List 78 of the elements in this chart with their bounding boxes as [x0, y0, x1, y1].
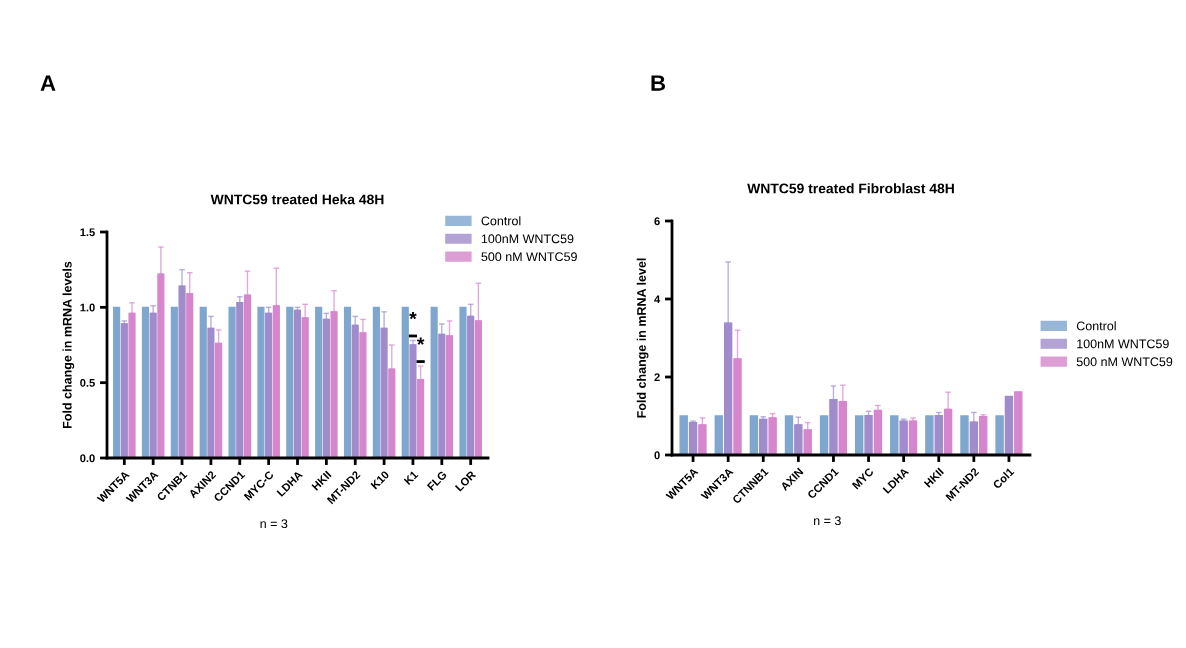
bar [768, 417, 777, 455]
bar [714, 415, 724, 455]
bar [459, 306, 467, 458]
bar [803, 429, 812, 455]
bar [120, 323, 128, 458]
y-tick-label: 1.5 [80, 228, 95, 237]
bar [388, 368, 396, 458]
bar [908, 420, 918, 455]
bar [854, 415, 864, 455]
text: A [40, 75, 56, 91]
text: n = 3 [260, 519, 288, 529]
bar [899, 420, 908, 455]
bar [236, 302, 244, 458]
x-tick-label: K1 [403, 470, 419, 486]
text: B [651, 75, 666, 91]
bar [343, 306, 352, 458]
annotation: * [416, 337, 425, 345]
bar [995, 415, 1004, 455]
bar [430, 306, 438, 458]
legend-label: 500 nM WNTC59 [481, 252, 577, 262]
y-tick-label: 0.5 [80, 378, 95, 387]
bar [960, 415, 969, 455]
bar [228, 306, 236, 458]
bar [372, 306, 380, 458]
bar [359, 332, 367, 458]
bar [864, 414, 873, 455]
bar [113, 306, 121, 458]
bar [257, 306, 265, 458]
bar [1004, 395, 1014, 455]
bar [474, 320, 482, 458]
bar [141, 306, 150, 458]
legend-label: 100nM WNTC59 [481, 234, 574, 244]
bar [330, 311, 338, 458]
chart-title: WNTC59 treated Heka 48H [210, 194, 384, 205]
bar [934, 414, 943, 455]
bar [409, 344, 417, 458]
text: n = 3 [814, 516, 841, 526]
bar [401, 306, 409, 458]
bar [679, 415, 688, 455]
y-tick-label: 0 [654, 451, 660, 460]
bar [445, 335, 454, 458]
bar [286, 306, 294, 458]
bar [322, 318, 330, 458]
bar [272, 305, 280, 458]
bar [784, 415, 794, 455]
bar [1014, 391, 1023, 455]
chart-title: WNTC59 treated Fibroblast 48H [747, 183, 954, 194]
bar [733, 358, 742, 455]
bar [265, 312, 273, 458]
legend-label: 100nM WNTC59 [1077, 339, 1169, 349]
annotation: * [409, 311, 417, 320]
bar [170, 306, 178, 458]
bar [698, 424, 707, 455]
y-tick-label: 6 [654, 217, 660, 226]
bar [749, 415, 759, 455]
bar [157, 273, 165, 458]
y-tick-label: 1.0 [80, 303, 95, 312]
bar [301, 317, 309, 458]
legend-label: 500 nM WNTC59 [1076, 357, 1173, 367]
legend-label: Control [1076, 321, 1116, 331]
bar [873, 409, 883, 455]
legend-label: Control [481, 216, 521, 226]
bar [794, 424, 803, 455]
y-axis-title: Fold change in mRNA levels [62, 261, 75, 428]
bar [315, 306, 323, 458]
bar [688, 421, 698, 455]
bar [925, 415, 934, 455]
y-axis-title: Fold change in mRNA level [636, 258, 649, 418]
y-tick-label: 2 [654, 373, 660, 382]
bar [199, 306, 207, 458]
bar [978, 416, 988, 455]
y-tick-label: 4 [654, 295, 661, 304]
bar [759, 418, 768, 455]
bar [819, 415, 829, 455]
bar [890, 415, 899, 455]
bar [293, 309, 302, 458]
bar [723, 322, 733, 455]
y-tick-label: 0.0 [80, 454, 95, 463]
